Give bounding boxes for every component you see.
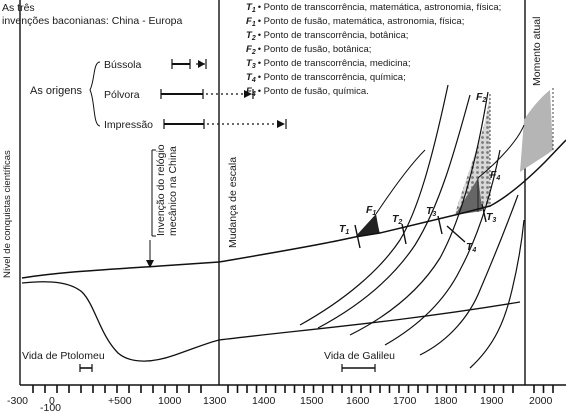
x-tick-label: -300 [7, 395, 28, 407]
x-tick-label: 1400 [252, 395, 276, 407]
galileu-label: Vida de Galileu [324, 350, 395, 362]
point-label-t3-right: T3 [486, 211, 496, 224]
branch-curve-3 [349, 91, 489, 336]
x-tick-label: 1300 [203, 395, 227, 407]
legend-item-f2: F2 • Ponto de fusão, botânica; [246, 44, 371, 56]
polvora-timeline [160, 89, 254, 99]
bussola-timeline [171, 59, 207, 69]
x-tick-label: 1700 [393, 395, 417, 407]
x-tick-label: 0 [49, 395, 55, 407]
clock-label-line-2: mecânico na China [167, 146, 179, 236]
f4-curve [477, 124, 525, 179]
legend-item-t4: T4 • Ponto de transcorrência, química; [246, 72, 406, 84]
branch-curve-1 [299, 84, 449, 326]
title-line-2: invenções baconianas: China - Europa [2, 15, 183, 27]
point-label-f2: F2 [476, 91, 486, 104]
main-curve [21, 139, 566, 279]
x-tick-label: 1800 [434, 395, 458, 407]
x-tick-label: 1000 [158, 395, 182, 407]
title-line-1: As três [2, 2, 35, 14]
legend-item-f1: F1 • Ponto de fusão, matemática, astronom… [246, 16, 464, 28]
x-tick-label: 2000 [529, 395, 553, 407]
f2-shaded-region [455, 94, 490, 214]
origins-label: As origens [30, 85, 82, 97]
origins-brace [89, 61, 101, 127]
branch-curve-4 [384, 149, 501, 346]
scale-change-label: Mudança de escala [227, 157, 239, 248]
branch-curve-6 [469, 219, 525, 369]
galileu-bar [341, 364, 376, 372]
branch-curve-2 [317, 94, 471, 329]
x-tick-label: +500 [108, 395, 132, 407]
x-tick-label: 1600 [346, 395, 370, 407]
legend-item-t2: T2 • Ponto de transcorrência, botânica; [246, 30, 408, 42]
clock-label-line-1: Invenção do relógio [155, 144, 167, 236]
origin-polvora: Pólvora [104, 89, 140, 101]
origin-impressao: Impressão [104, 119, 153, 131]
lower-curve [21, 281, 521, 362]
x-tick-label-extra: -100 [40, 402, 61, 411]
current-moment-label: Momento atual [531, 17, 543, 86]
current-shaded-region [520, 90, 553, 172]
point-label-f4: F4 [490, 169, 500, 182]
impressao-timeline [163, 119, 287, 129]
legend: T1 • Ponto de transcorrência, matemática,… [246, 2, 501, 98]
point-label-t1: T1 [339, 223, 349, 236]
legend-item-t1: T1 • Ponto de transcorrência, matemática,… [246, 2, 501, 14]
origin-bussola: Bússola [104, 59, 142, 71]
f1-shaded-region [355, 214, 380, 237]
f1-curve [375, 149, 426, 215]
point-label-f1: F1 [366, 204, 376, 217]
x-tick-label: 1500 [300, 395, 324, 407]
point-label-t2: T2 [392, 213, 402, 226]
legend-item-t3: T3 • Ponto de transcorrência, medicina; [246, 58, 410, 70]
y-axis-label: Nível de conquistas científicas [2, 150, 13, 278]
legend-item-f4: F4 • Ponto de fusão, química. [246, 86, 369, 98]
ptolomeu-bar [79, 364, 93, 372]
x-axis-minor-ticks [32, 385, 554, 393]
branch-curve-5 [419, 194, 519, 356]
point-label-t4: T4 [466, 241, 476, 254]
x-tick-label: 1900 [480, 395, 504, 407]
ptolomeu-label: Vida de Ptolomeu [22, 350, 105, 362]
point-label-t3-left: T3 [426, 205, 436, 218]
